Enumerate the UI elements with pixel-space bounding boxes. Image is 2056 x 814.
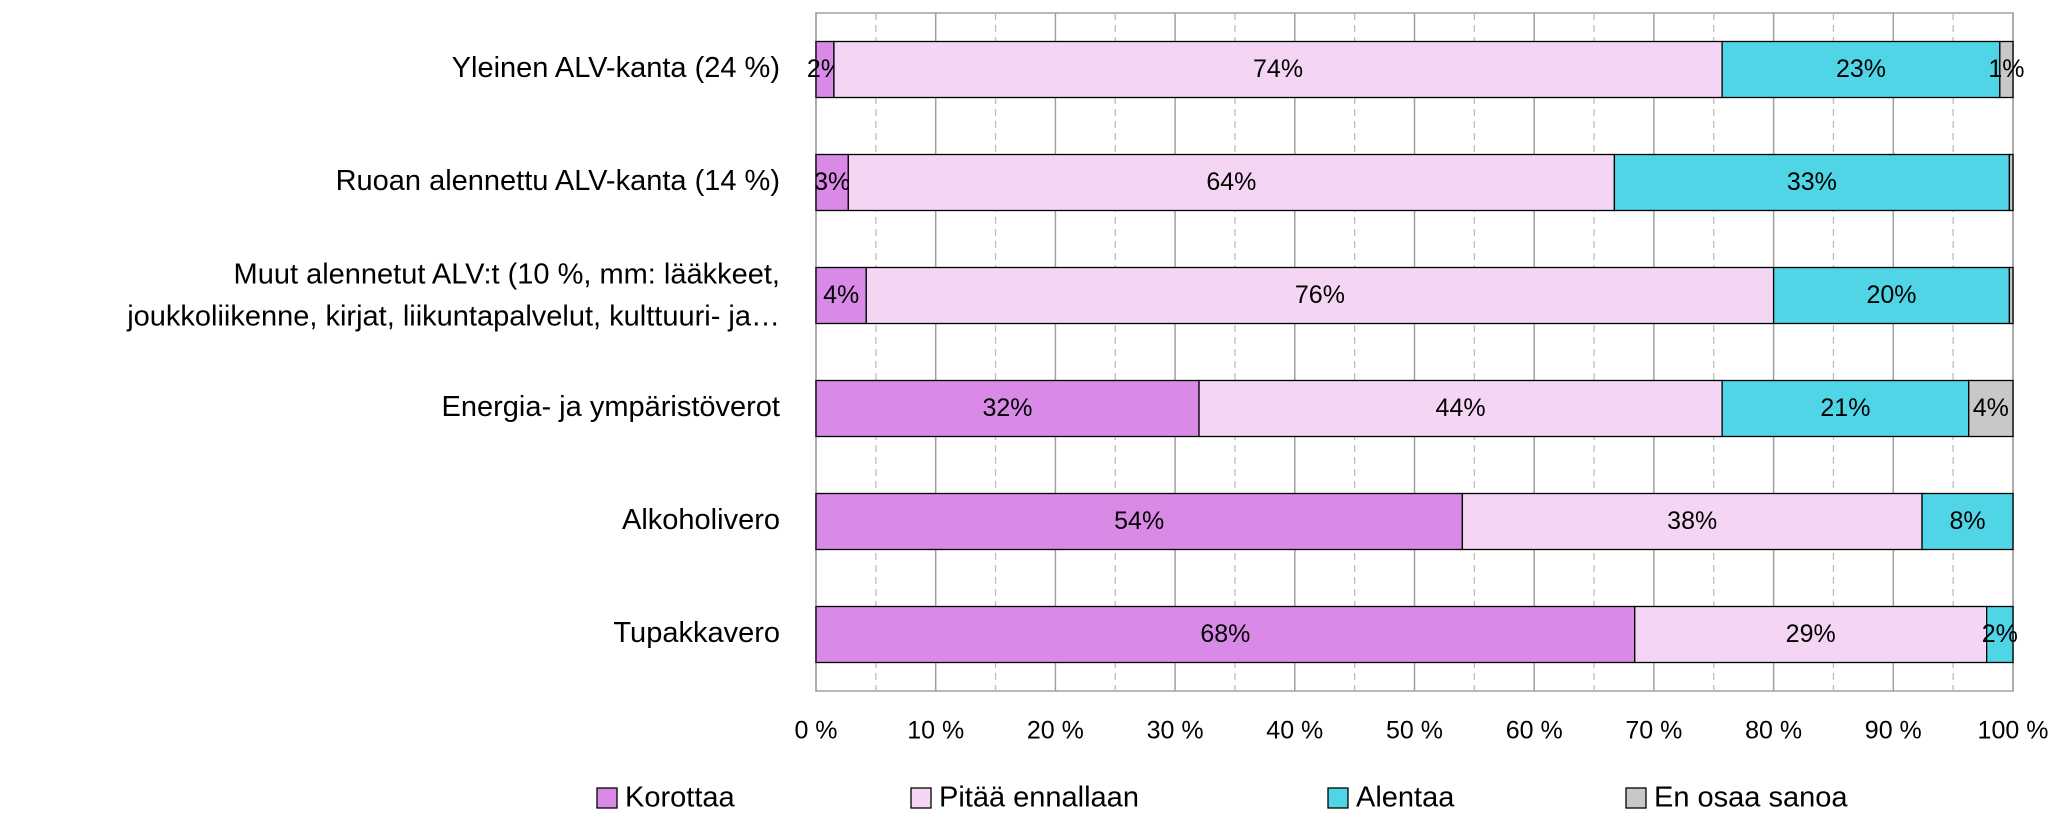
data-label: 33% — [1787, 168, 1837, 196]
bar-segment — [2008, 266, 2014, 325]
bar-segment — [1721, 40, 2001, 99]
data-label: 64% — [1206, 168, 1256, 196]
x-tick-label: 50 % — [1386, 717, 1443, 745]
bar-segment — [1634, 605, 1988, 664]
y-tick-label: Ruoan alennettu ALV-kanta (14 %) — [336, 165, 780, 197]
legend-label: Alentaa — [1356, 782, 1455, 814]
x-tick-label: 30 % — [1147, 717, 1204, 745]
data-label: 44% — [1436, 394, 1486, 422]
legend-swatch — [1625, 787, 1647, 809]
y-tick-label: Energia- ja ympäristöverot — [442, 391, 780, 423]
bar-segment — [1999, 40, 2014, 99]
data-label: 32% — [982, 394, 1032, 422]
legend-swatch — [596, 787, 618, 809]
data-label: 21% — [1820, 394, 1870, 422]
bar-segment — [1921, 492, 2014, 551]
x-tick-label: 100 % — [1978, 717, 2049, 745]
data-label: 54% — [1114, 507, 1164, 535]
data-label: 23% — [1836, 55, 1886, 83]
bar-segment — [1721, 379, 1970, 438]
bar-segment — [815, 492, 1464, 551]
x-tick-label: 10 % — [907, 717, 964, 745]
data-label: 8% — [1949, 507, 1985, 535]
data-label: 4% — [823, 281, 859, 309]
legend-label: Pitää ennallaan — [939, 782, 1139, 814]
y-tick-label: Muut alennetut ALV:t (10 %, mm: lääkkeet… — [126, 258, 780, 332]
bar-segment — [1986, 605, 2014, 664]
x-tick-label: 70 % — [1625, 717, 1682, 745]
x-tick-label: 0 % — [794, 717, 837, 745]
data-label: 76% — [1295, 281, 1345, 309]
y-tick-label-line: Muut alennetut ALV:t (10 %, mm: lääkkeet… — [234, 258, 780, 290]
bar-segment — [847, 153, 1616, 212]
x-tick-label: 40 % — [1266, 717, 1323, 745]
y-tick-label: Tupakkavero — [613, 617, 780, 649]
data-label: 20% — [1866, 281, 1916, 309]
bar-segment — [815, 605, 1636, 664]
bar-segment — [2008, 153, 2014, 212]
data-label: 74% — [1253, 55, 1303, 83]
data-label: 68% — [1200, 620, 1250, 648]
legend-label: Korottaa — [625, 782, 735, 814]
data-label: 4% — [1973, 394, 2009, 422]
data-label: 38% — [1667, 507, 1717, 535]
data-label: 29% — [1786, 620, 1836, 648]
y-tick-label-line: joukkoliikenne, kirjat, liikuntapalvelut… — [126, 300, 780, 332]
bar-segment — [1968, 379, 2014, 438]
y-tick-label: Yleinen ALV-kanta (24 %) — [452, 52, 780, 84]
bar-segment — [815, 266, 867, 325]
bar-segment — [833, 40, 1723, 99]
bar-segment — [815, 153, 849, 212]
x-tick-label: 80 % — [1745, 717, 1802, 745]
bar-segment — [865, 266, 1775, 325]
legend-label: En osaa sanoa — [1654, 782, 1848, 814]
data-label: 2% — [1982, 620, 2018, 648]
data-label: 1% — [1988, 55, 2024, 83]
bar-segment — [1461, 492, 1923, 551]
bar-segment — [1772, 266, 2011, 325]
x-tick-label: 20 % — [1027, 717, 1084, 745]
bar-segment — [1613, 153, 2011, 212]
legend-swatch — [1327, 787, 1349, 809]
bar-segment — [1198, 379, 1723, 438]
x-tick-label: 60 % — [1506, 717, 1563, 745]
x-tick-label: 90 % — [1865, 717, 1922, 745]
data-label: 3% — [814, 168, 850, 196]
legend-swatch — [910, 787, 932, 809]
y-tick-label: Alkoholivero — [622, 504, 780, 536]
bar-segment — [815, 379, 1200, 438]
